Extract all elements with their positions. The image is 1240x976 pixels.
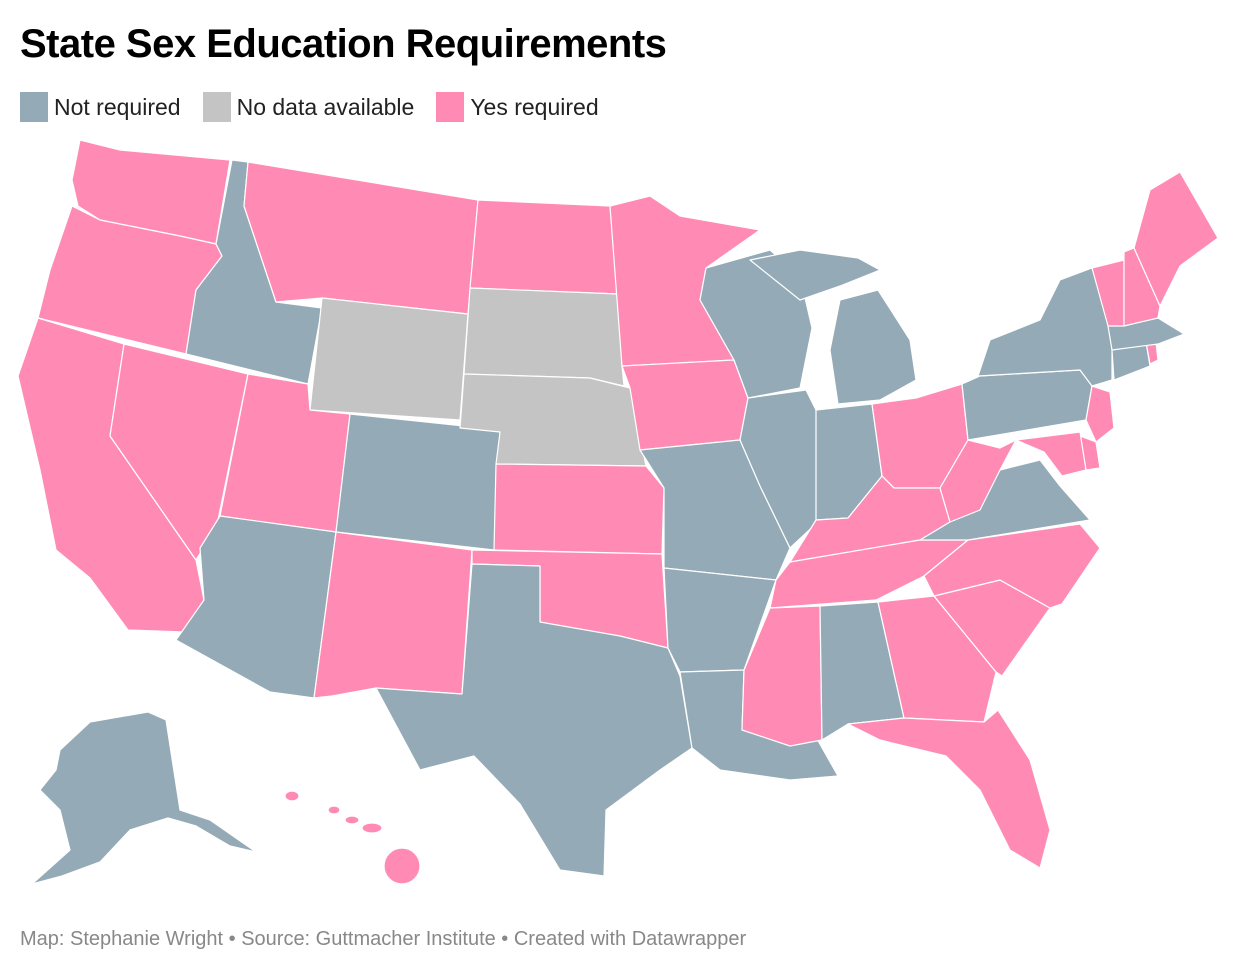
state-PA[interactable] [961, 369, 1093, 441]
legend-item-required: Yes required [436, 92, 599, 122]
state-AK[interactable] [31, 711, 257, 885]
state-KS[interactable] [493, 463, 665, 555]
state-NC[interactable] [923, 523, 1101, 609]
legend-swatch-not-required [20, 92, 48, 122]
state-ME[interactable] [1133, 171, 1219, 307]
state-MT[interactable] [243, 161, 479, 315]
state-MI[interactable] [749, 249, 917, 405]
state-WV[interactable] [939, 439, 1017, 523]
state-IA[interactable] [621, 359, 749, 451]
state-FL[interactable] [847, 709, 1051, 869]
state-ND[interactable] [469, 199, 619, 295]
state-HI[interactable] [284, 790, 421, 885]
state-TX[interactable] [375, 563, 693, 877]
legend-item-no-data: No data available [202, 92, 415, 122]
legend-swatch-required [436, 92, 465, 122]
state-IL[interactable] [739, 389, 821, 549]
legend-label-no-data: No data available [236, 93, 415, 120]
state-GA[interactable] [877, 595, 997, 723]
state-CO[interactable] [335, 413, 503, 551]
us-states-map [17, 139, 1219, 885]
state-NM[interactable] [313, 531, 473, 699]
state-NJ[interactable] [1085, 385, 1115, 443]
state-WY[interactable] [309, 297, 469, 421]
legend-label-required: Yes required [470, 93, 599, 120]
state-SD[interactable] [463, 287, 625, 387]
legend: Not required No data available Yes requi… [20, 92, 599, 122]
legend-label-not-required: Not required [54, 93, 181, 120]
state-MD[interactable] [1015, 431, 1087, 477]
state-NY[interactable] [977, 267, 1113, 387]
legend-item-not-required: Not required [20, 92, 181, 122]
footer-credits: Map: Stephanie Wright • Source: Guttmach… [20, 928, 747, 950]
chart-title: State Sex Education Requirements [20, 22, 667, 66]
state-NH[interactable] [1123, 247, 1161, 327]
legend-swatch-no-data [202, 92, 231, 122]
